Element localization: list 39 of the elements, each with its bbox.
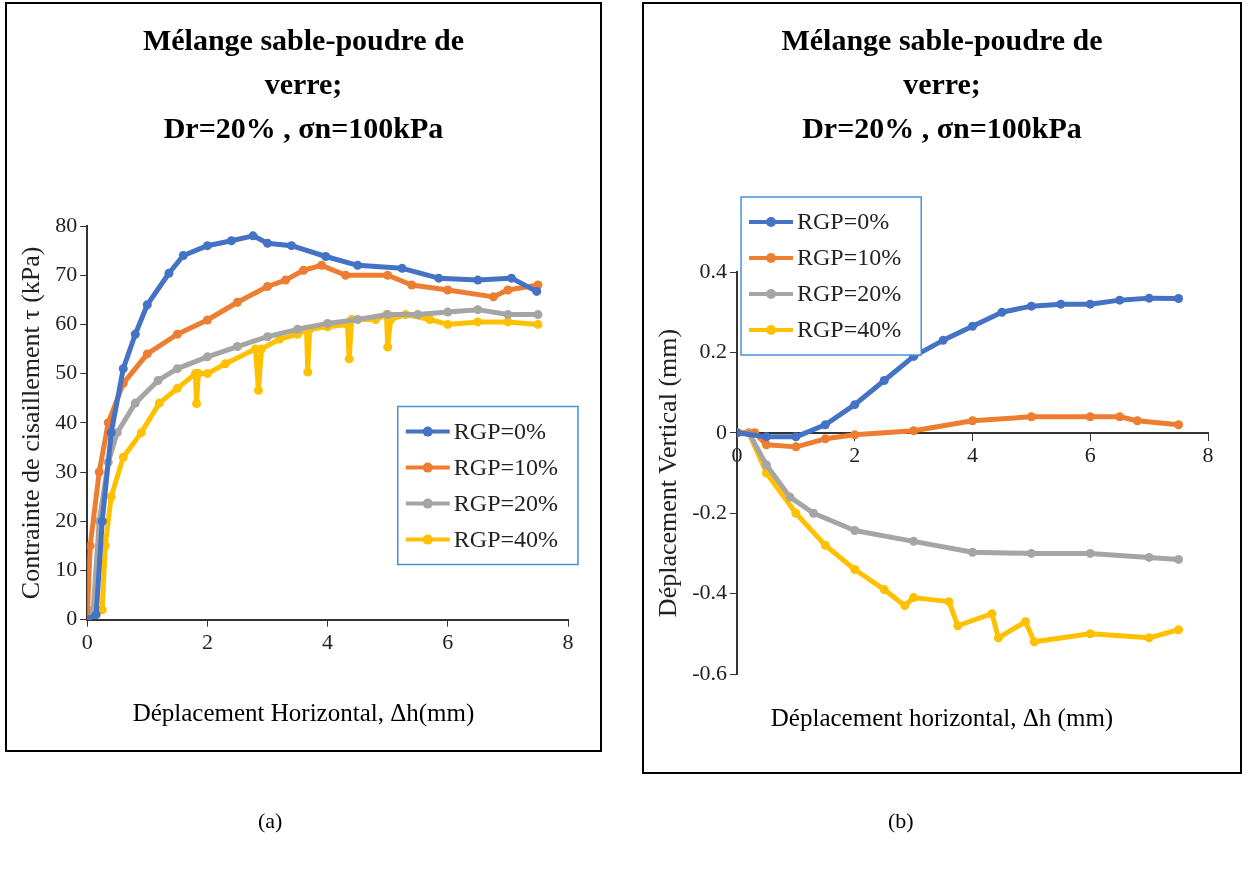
y-tick-label: 50 [55, 359, 78, 385]
y-tick-label: -0.4 [692, 579, 728, 605]
x-tick-label: 4 [967, 441, 979, 467]
y-tick-label: 30 [55, 457, 78, 483]
legend-label: RGP=20% [797, 280, 902, 307]
x-tick-label: 8 [1202, 441, 1214, 467]
legend-label: RGP=40% [797, 316, 902, 343]
y-tick-label: -0.6 [692, 659, 728, 685]
x-tick-label: 6 [1084, 441, 1096, 467]
legend-label: RGP=10% [453, 453, 559, 480]
y-axis-title: Contrainte de cisaillement τ (kPa) [16, 246, 46, 600]
legend-label: RGP=40% [453, 525, 559, 552]
y-axis-title: Déplacement Vertical (mm) [653, 328, 683, 618]
y-tick-label: 10 [55, 556, 78, 582]
y-tick-label: 20 [55, 506, 78, 532]
legend-label: RGP=0% [797, 208, 890, 235]
x-tick-label: 2 [849, 441, 861, 467]
x-tick-label: 6 [442, 628, 454, 654]
y-tick-label: 0.2 [699, 338, 728, 364]
text: (a) [258, 808, 283, 834]
y-tick-label: 70 [55, 260, 78, 286]
y-tick-label: 60 [55, 310, 78, 336]
y-tick-label: -0.2 [692, 498, 728, 524]
y-tick-label: 40 [55, 408, 78, 434]
legend-label: RGP=20% [453, 489, 559, 516]
x-tick-label: 8 [562, 628, 574, 654]
y-tick-label: 80 [55, 211, 78, 237]
chart-title: Mélange sable-poudre de verre; Dr=20% , σn=100kPa [141, 22, 466, 146]
y-tick-label: 0.4 [699, 257, 728, 283]
x-axis-title: Déplacement horizontal, Δh (mm) [769, 704, 1115, 732]
x-axis-title: Déplacement Horizontal, Δh(mm) [131, 699, 476, 727]
x-tick-label: 4 [322, 628, 334, 654]
y-tick-label: 0 [716, 418, 728, 444]
chart-title: Mélange sable-poudre de verre; Dr=20% , σn=100kPa [780, 22, 1104, 146]
text: (b) [888, 808, 914, 834]
legend-label: RGP=10% [797, 244, 902, 271]
y-tick-label: 0 [66, 605, 78, 631]
x-tick-label: 2 [201, 628, 213, 654]
legend-label: RGP=0% [453, 417, 547, 444]
